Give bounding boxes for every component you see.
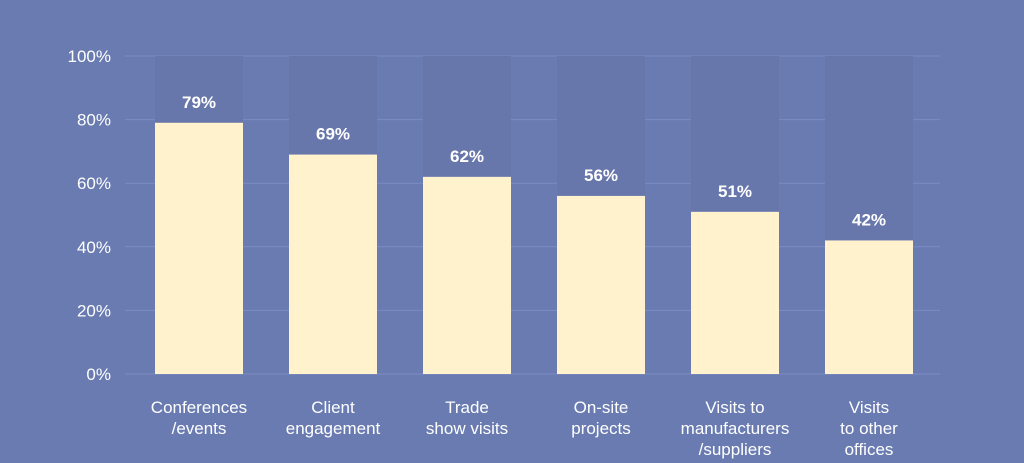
category-label: Visits to manufacturers/suppliers bbox=[681, 398, 790, 459]
category-label: Visits to other offices bbox=[840, 398, 898, 459]
category-labels: Conferences/events Client engagement Trade s… bbox=[151, 398, 898, 459]
bar bbox=[289, 154, 377, 374]
bar bbox=[557, 195, 645, 374]
bar-tracks bbox=[155, 56, 913, 374]
bar bbox=[825, 240, 913, 374]
category-label-line: Conferences bbox=[151, 398, 247, 417]
category-label-line: Visits bbox=[849, 398, 889, 417]
category-label: On-site projects bbox=[571, 398, 631, 438]
y-tick-label: 20% bbox=[77, 301, 111, 320]
grid-lines bbox=[125, 55, 940, 375]
category-label-line: engagement bbox=[286, 419, 381, 438]
y-tick-label: 80% bbox=[77, 111, 111, 130]
category-label-line: Visits to bbox=[705, 398, 764, 417]
bar-value-label: 42% bbox=[852, 210, 886, 229]
bar-value-label: 62% bbox=[450, 147, 484, 166]
category-label: Client engagement bbox=[286, 398, 381, 438]
value-labels: 79% 69% 62% 56% 51% 42% bbox=[182, 93, 886, 230]
y-tick-label: 60% bbox=[77, 174, 111, 193]
category-label-line: show visits bbox=[426, 419, 508, 438]
y-tick-label: 0% bbox=[86, 365, 111, 384]
bar-value-label: 56% bbox=[584, 166, 618, 185]
category-label-line: manufacturers bbox=[681, 419, 790, 438]
category-label: Conferences/events bbox=[151, 398, 247, 438]
category-label-line: /suppliers bbox=[699, 440, 772, 459]
bar bbox=[155, 122, 243, 374]
category-label-line: to other bbox=[840, 419, 898, 438]
category-label-line: Trade bbox=[445, 398, 489, 417]
bar bbox=[691, 211, 779, 374]
category-label-line: projects bbox=[571, 419, 631, 438]
category-label-line: offices bbox=[845, 440, 894, 459]
y-tick-label: 40% bbox=[77, 238, 111, 257]
category-label: Trade show visits bbox=[426, 398, 508, 438]
y-axis-ticks: 0% 20% 40% 60% 80% 100% bbox=[68, 47, 111, 384]
y-tick-label: 100% bbox=[68, 47, 111, 66]
category-label-line: On-site bbox=[574, 398, 629, 417]
category-label-line: Client bbox=[311, 398, 355, 417]
bar-value-label: 51% bbox=[718, 182, 752, 201]
bar bbox=[423, 176, 511, 374]
bars bbox=[155, 122, 913, 374]
bar-value-label: 79% bbox=[182, 93, 216, 112]
bar-value-label: 69% bbox=[316, 125, 350, 144]
category-label-line: /events bbox=[172, 419, 227, 438]
